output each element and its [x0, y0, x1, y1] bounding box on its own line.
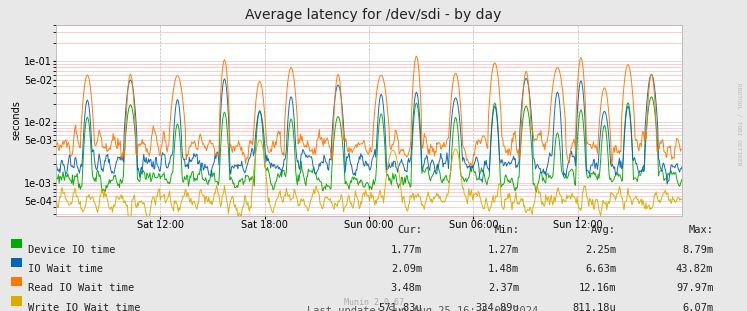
Text: 43.82m: 43.82m [676, 264, 713, 274]
Text: 8.79m: 8.79m [682, 245, 713, 255]
Text: Average latency for /dev/sdi - by day: Average latency for /dev/sdi - by day [245, 8, 502, 22]
Text: IO Wait time: IO Wait time [28, 264, 102, 274]
Text: 12.16m: 12.16m [579, 283, 616, 293]
Text: Cur:: Cur: [397, 225, 422, 235]
Text: Munin 2.0.67: Munin 2.0.67 [344, 298, 403, 307]
Text: 6.07m: 6.07m [682, 303, 713, 311]
Text: 2.09m: 2.09m [391, 264, 422, 274]
Y-axis label: seconds: seconds [11, 100, 21, 141]
Text: Max:: Max: [689, 225, 713, 235]
Text: 2.25m: 2.25m [585, 245, 616, 255]
Text: 571.83u: 571.83u [378, 303, 422, 311]
Text: 1.48m: 1.48m [488, 264, 519, 274]
Text: 811.18u: 811.18u [572, 303, 616, 311]
Text: 6.63m: 6.63m [585, 264, 616, 274]
Text: 1.27m: 1.27m [488, 245, 519, 255]
Text: 1.77m: 1.77m [391, 245, 422, 255]
Text: 334.89u: 334.89u [475, 303, 519, 311]
Text: RRDTOOL / TOBI OETIKER: RRDTOOL / TOBI OETIKER [737, 83, 742, 166]
Text: 97.97m: 97.97m [676, 283, 713, 293]
Text: Avg:: Avg: [592, 225, 616, 235]
Text: 3.48m: 3.48m [391, 283, 422, 293]
Text: Write IO Wait time: Write IO Wait time [28, 303, 140, 311]
Text: 2.37m: 2.37m [488, 283, 519, 293]
Text: Min:: Min: [495, 225, 519, 235]
Text: Device IO time: Device IO time [28, 245, 115, 255]
Text: Read IO Wait time: Read IO Wait time [28, 283, 134, 293]
Text: Last update: Sun Aug 25 16:25:00 2024: Last update: Sun Aug 25 16:25:00 2024 [306, 306, 538, 311]
